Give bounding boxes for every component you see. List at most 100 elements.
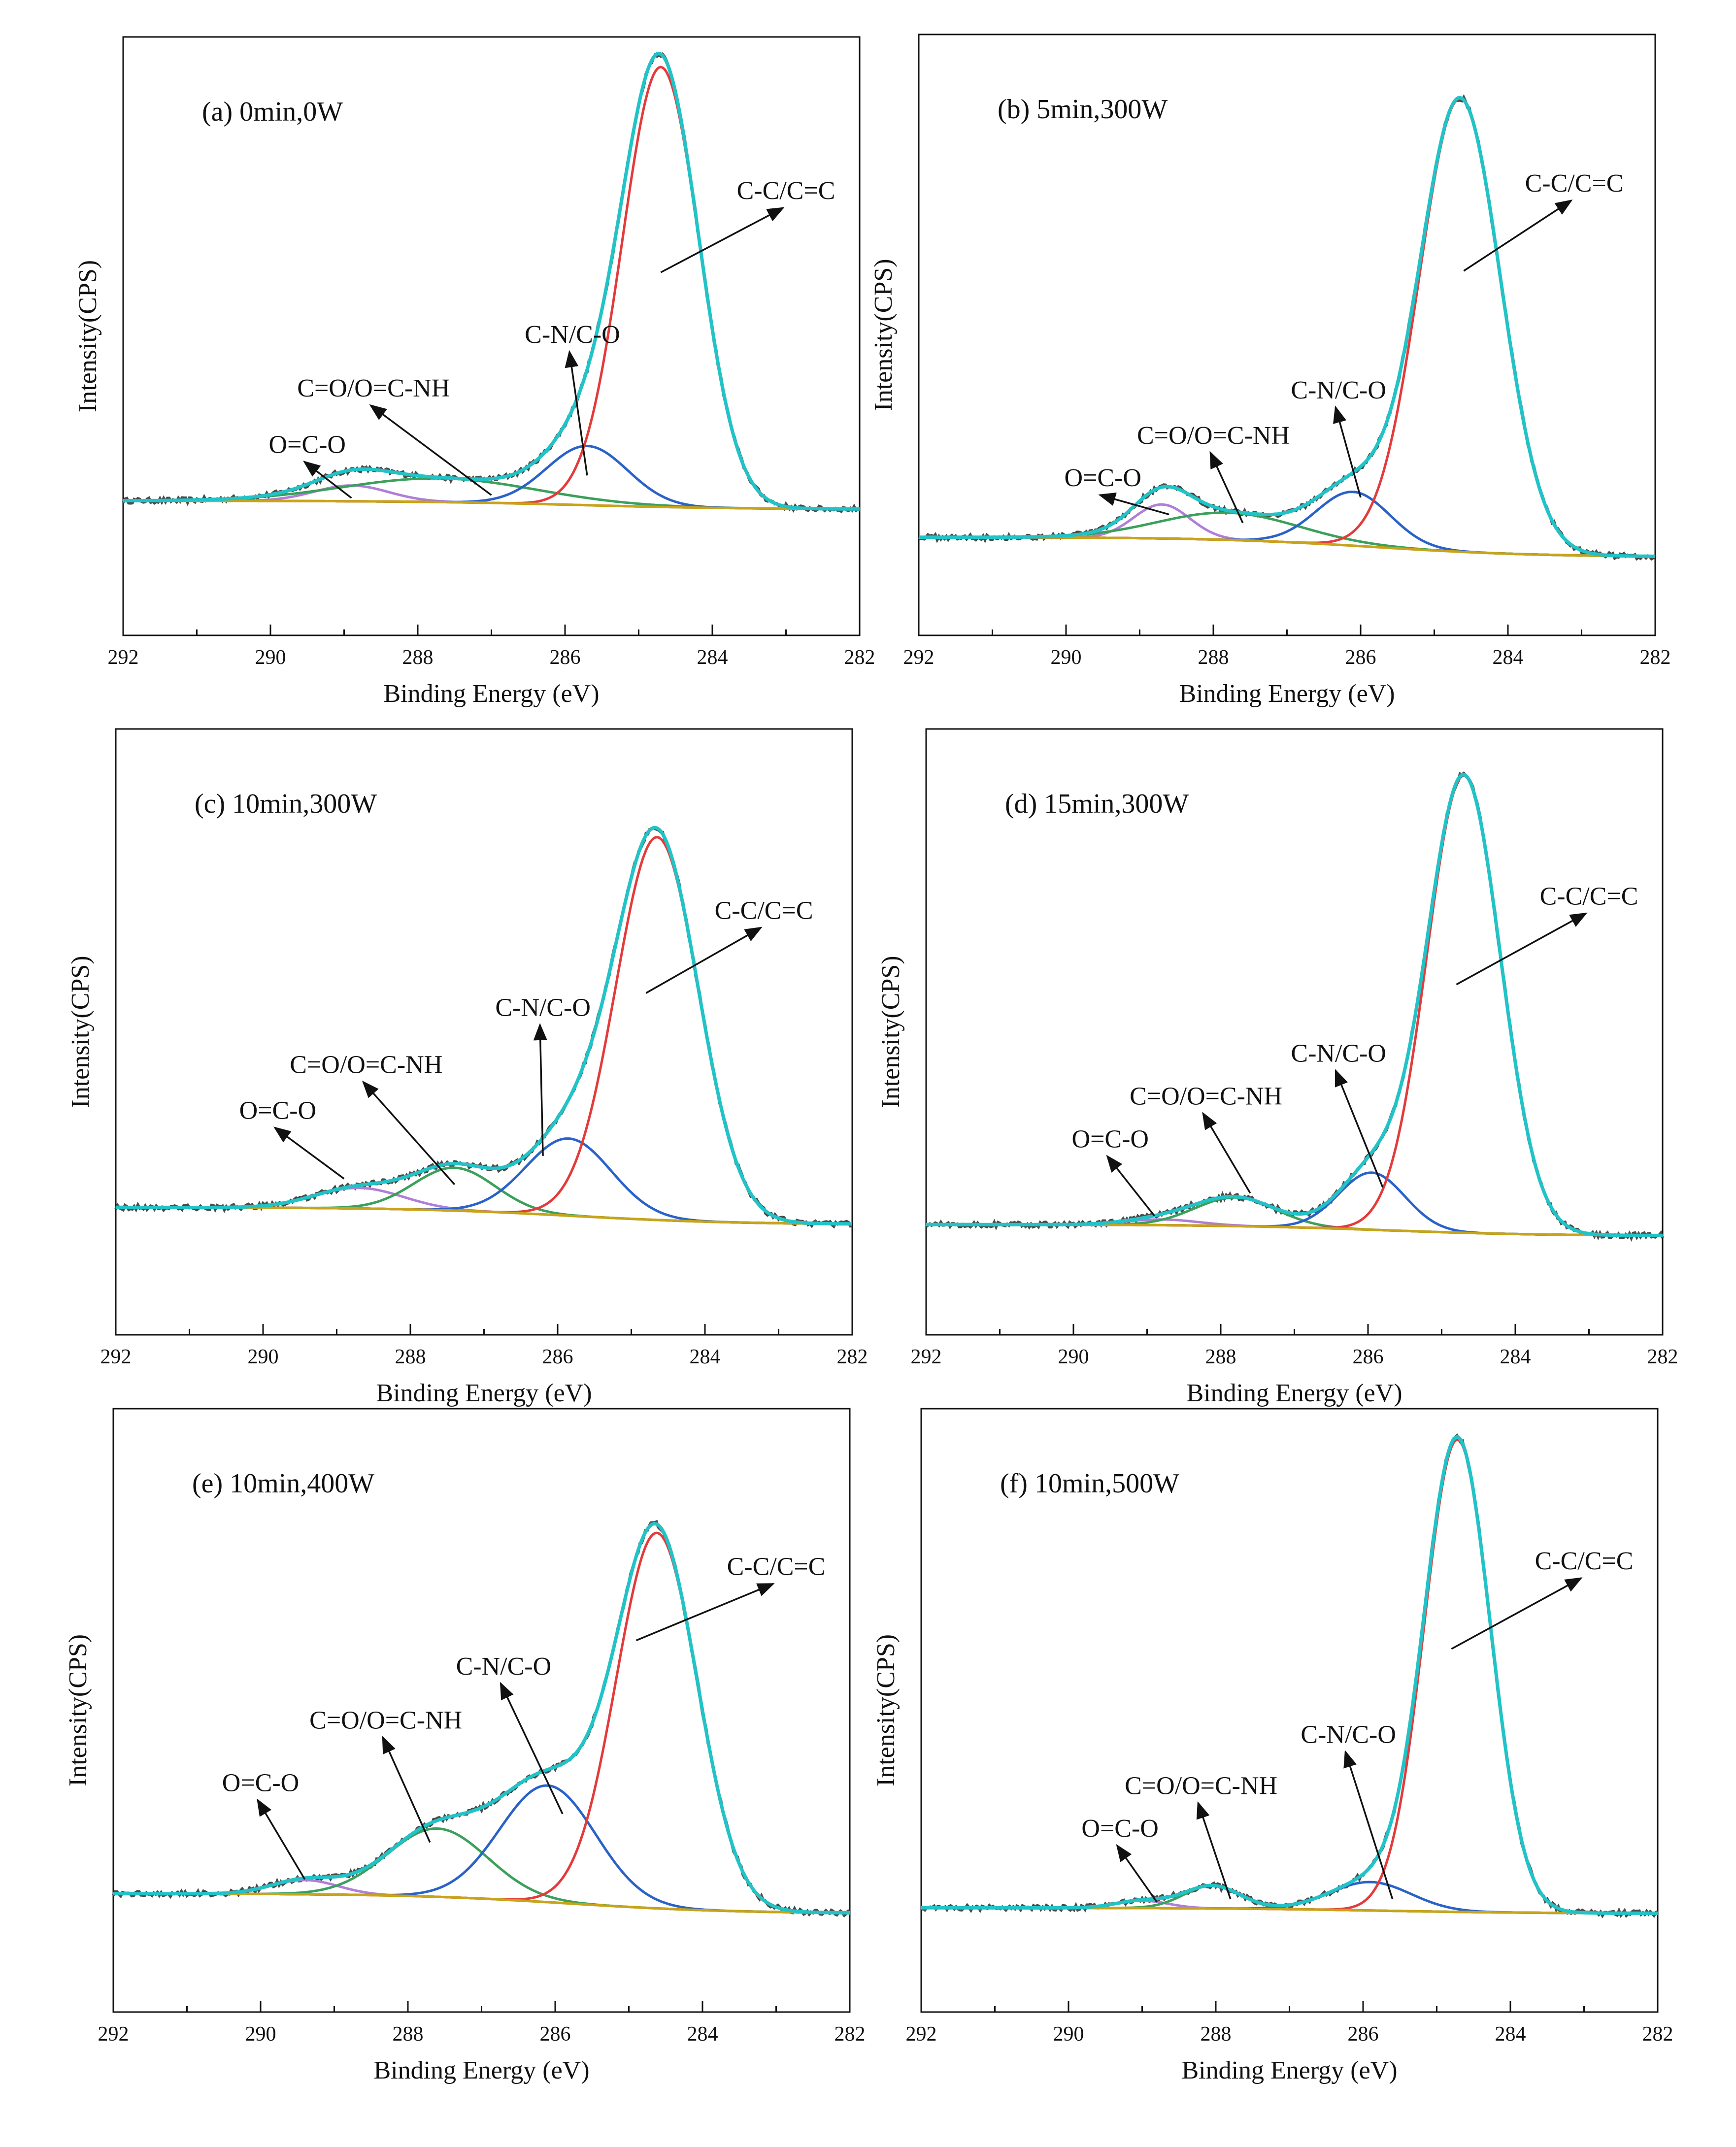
annotation-arrow: [1202, 1112, 1251, 1194]
x-tick-label: 286: [540, 2023, 571, 2046]
y-axis-label: Intensity(CPS): [869, 259, 898, 411]
x-tick-label: 282: [1640, 646, 1671, 669]
x-tick-label: 292: [903, 646, 935, 669]
annotation-arrow: [302, 461, 352, 499]
peak-annotation-label: C=O/O=C-NH: [1130, 1082, 1282, 1110]
annotation-arrow: [1106, 1155, 1155, 1217]
annotation-arrow: [533, 1023, 547, 1156]
x-tick-label: 290: [255, 646, 286, 669]
peak-annotation-label: O=C-O: [269, 430, 346, 459]
panel-d: 292 290 288 286 284 282 Binding Energy (eV) Int…: [877, 728, 1678, 1407]
x-tick-label: 290: [245, 2023, 276, 2046]
x-axis-label: Binding Energy (eV): [383, 680, 599, 708]
x-tick-label: 286: [1353, 1346, 1384, 1368]
x-tick-label: 290: [1053, 2023, 1084, 2046]
x-tick-label: 292: [906, 2023, 937, 2046]
x-tick-label: 284: [1500, 1346, 1531, 1368]
x-tick-label: 286: [542, 1346, 573, 1368]
annotation-arrow: [635, 1583, 775, 1642]
peak-annotation-label: C-N/C-O: [1301, 1720, 1396, 1749]
annotation-arrow: [500, 1682, 564, 1815]
x-tick-label: 284: [1493, 646, 1524, 669]
y-axis-label: Intensity(CPS): [877, 956, 905, 1108]
y-axis-label: Intensity(CPS): [64, 1634, 92, 1786]
annotation-arrow: [362, 1080, 456, 1185]
annotation-arrow: [257, 1798, 306, 1880]
panel-e: 292 290 288 286 284 282 Binding Energy (eV) Int…: [64, 1408, 866, 2084]
peak-annotation-label: O=C-O: [222, 1769, 299, 1797]
annotation-arrow: [1196, 1801, 1232, 1900]
annotation-arrow: [645, 926, 763, 994]
peak-annotation-label: C=O/O=C-NH: [1137, 422, 1290, 450]
panel-b: 292 290 288 286 284 282 Binding Energy (eV) Int…: [869, 33, 1671, 708]
x-tick-label: 282: [1642, 2023, 1673, 2046]
x-tick-label: 290: [248, 1346, 279, 1368]
panel-f: 292 290 288 286 284 282 Binding Energy (eV) Int…: [872, 1408, 1673, 2084]
x-tick-label: 290: [1058, 1346, 1089, 1368]
x-tick-label: 286: [1345, 646, 1376, 669]
y-axis-label: Intensity(CPS): [872, 1634, 900, 1786]
panel-title: (c) 10min,300W: [195, 789, 377, 819]
x-tick-label: 288: [1198, 646, 1229, 669]
x-tick-label: 282: [1647, 1346, 1678, 1368]
peak-annotation-label: C=O/O=C-NH: [309, 1706, 462, 1734]
peak-annotation-label: C-N/C-O: [1291, 1039, 1386, 1067]
annotation-arrow: [369, 404, 492, 496]
envelope-fit-line: [918, 96, 1656, 558]
peak-annotation-label: C-N/C-O: [456, 1652, 552, 1681]
peak-annotation-label: C-C/C=C: [715, 896, 813, 925]
panel-a: 292 290 288 286 284 282 Binding Energy (eV) Int…: [74, 36, 875, 708]
peak-annotation-label: O=C-O: [1081, 1815, 1158, 1843]
x-tick-label: 286: [550, 646, 581, 669]
x-tick-label: 288: [402, 646, 434, 669]
x-tick-label: 292: [911, 1346, 942, 1368]
annotation-arrow: [565, 350, 588, 476]
y-axis-label: Intensity(CPS): [67, 956, 95, 1108]
annotation-arrow: [1451, 1577, 1583, 1650]
envelope-fit-line: [921, 1435, 1658, 1915]
peak-annotation-label: C-C/C=C: [737, 177, 835, 205]
peak-annotation-label: C-N/C-O: [495, 994, 591, 1022]
peak-annotation-label: O=C-O: [1072, 1125, 1149, 1153]
annotation-arrow: [1463, 199, 1573, 272]
peak-annotation-label: O=C-O: [1065, 464, 1141, 492]
x-tick-label: 284: [687, 2023, 718, 2046]
annotation-arrow: [273, 1126, 345, 1180]
panel-title: (f) 10min,500W: [1000, 1468, 1179, 1499]
x-axis-label: Binding Energy (eV): [1179, 680, 1395, 708]
x-axis-label: Binding Energy (eV): [1181, 2056, 1397, 2084]
annotation-arrow: [1456, 912, 1588, 986]
envelope-fit-line: [926, 772, 1663, 1237]
peak-annotation-label: C-C/C=C: [1525, 169, 1624, 198]
panel-c: 292 290 288 286 284 282 Binding Energy (eV) Int…: [67, 728, 868, 1407]
x-tick-label: 284: [697, 646, 728, 669]
x-tick-label: 292: [98, 2023, 129, 2046]
annotation-arrow: [1343, 1750, 1394, 1900]
background-line: [123, 499, 860, 510]
x-axis-label: Binding Energy (eV): [1186, 1379, 1402, 1407]
peak-annotation-label: C-N/C-O: [525, 321, 620, 349]
annotation-arrow: [660, 207, 785, 273]
x-tick-label: 288: [1201, 2023, 1232, 2046]
panel-title: (e) 10min,400W: [192, 1468, 374, 1499]
x-tick-label: 292: [100, 1346, 132, 1368]
x-tick-label: 288: [393, 2023, 424, 2046]
annotation-arrow: [1335, 1069, 1384, 1188]
x-tick-label: 282: [844, 646, 875, 669]
peak-annotation-label: C=O/O=C-NH: [290, 1051, 442, 1079]
x-tick-label: 286: [1348, 2023, 1379, 2046]
x-tick-label: 284: [690, 1346, 721, 1368]
x-tick-label: 282: [835, 2023, 866, 2046]
annotation-arrow: [1116, 1844, 1158, 1903]
x-tick-label: 284: [1495, 2023, 1526, 2046]
peak-annotation-label: C-N/C-O: [1291, 376, 1386, 404]
x-tick-label: 290: [1051, 646, 1082, 669]
annotation-arrow: [1209, 451, 1244, 524]
panel-title: (d) 15min,300W: [1005, 789, 1189, 819]
x-tick-label: 288: [395, 1346, 426, 1368]
x-tick-label: 292: [108, 646, 139, 669]
annotation-arrow: [1098, 493, 1169, 516]
peak-annotation-label: C=O/O=C-NH: [1125, 1772, 1277, 1800]
